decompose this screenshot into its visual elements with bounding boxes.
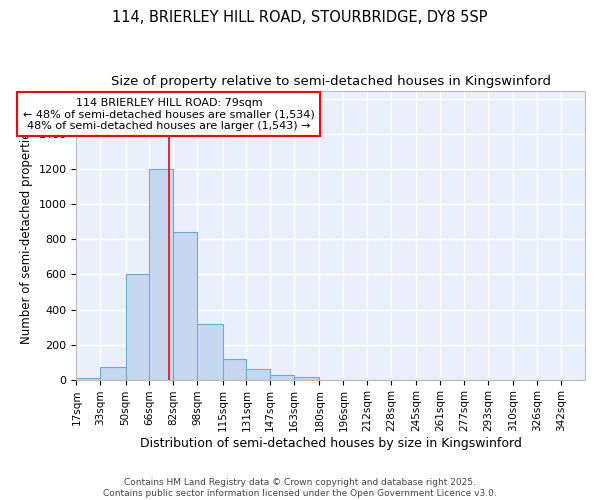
Bar	[294, 377, 319, 380]
Bar	[247, 369, 270, 380]
Text: 114 BRIERLEY HILL ROAD: 79sqm
← 48% of semi-detached houses are smaller (1,534)
: 114 BRIERLEY HILL ROAD: 79sqm ← 48% of s…	[23, 98, 314, 131]
Bar	[173, 232, 197, 380]
X-axis label: Distribution of semi-detached houses by size in Kingswinford: Distribution of semi-detached houses by …	[140, 437, 521, 450]
Bar	[125, 274, 149, 380]
Y-axis label: Number of semi-detached properties: Number of semi-detached properties	[20, 126, 33, 344]
Title: Size of property relative to semi-detached houses in Kingswinford: Size of property relative to semi-detach…	[110, 75, 551, 88]
Bar	[270, 375, 294, 380]
Text: 114, BRIERLEY HILL ROAD, STOURBRIDGE, DY8 5SP: 114, BRIERLEY HILL ROAD, STOURBRIDGE, DY…	[112, 10, 488, 25]
Bar	[76, 378, 100, 380]
Bar	[149, 170, 173, 380]
Bar	[100, 368, 125, 380]
Text: Contains HM Land Registry data © Crown copyright and database right 2025.
Contai: Contains HM Land Registry data © Crown c…	[103, 478, 497, 498]
Bar	[223, 360, 247, 380]
Bar	[197, 324, 223, 380]
